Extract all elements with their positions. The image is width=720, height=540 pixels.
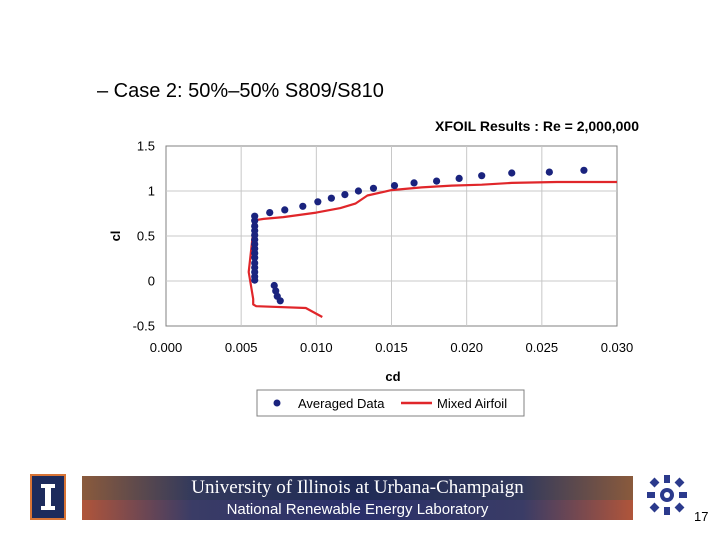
data-point-averaged-data (270, 281, 278, 290)
x-axis-label: cd (385, 369, 400, 384)
y-tick-label: 1 (148, 184, 155, 199)
data-point-averaged-data (251, 222, 259, 230)
slide-bullet: – Case 2: 50%–50% S809/S810 (97, 80, 384, 102)
x-tick-label: 0.005 (225, 340, 258, 355)
data-point-averaged-data (580, 166, 588, 174)
footer-lab-name: National Renewable Energy Laboratory (82, 500, 633, 520)
data-point-averaged-data (390, 182, 399, 190)
data-point-averaged-data (410, 179, 418, 187)
x-tick-label: 0.025 (526, 340, 559, 355)
footer-university-name: University of Illinois at Urbana-Champai… (82, 476, 633, 500)
data-point-averaged-data (354, 187, 363, 195)
legend-box (256, 389, 525, 417)
data-point-averaged-data (369, 184, 378, 192)
page-number: 17 (694, 509, 709, 524)
x-tick-label: 0.030 (601, 340, 634, 355)
y-tick-label: 0.5 (137, 229, 155, 244)
data-point-averaged-data (327, 194, 335, 202)
series-line-mixed-airfoil (247, 180, 617, 318)
data-point-averaged-data (545, 168, 553, 176)
legend-marker-averaged-data (273, 399, 281, 407)
data-point-averaged-data (272, 287, 280, 295)
x-tick-label: 0.015 (375, 340, 408, 355)
data-point-averaged-data (455, 174, 463, 182)
x-tick-label: 0.000 (150, 340, 183, 355)
data-point-averaged-data (273, 292, 281, 300)
data-point-averaged-data (433, 177, 441, 185)
lab-logo-icon (644, 472, 690, 523)
data-point-averaged-data (299, 202, 307, 210)
data-point-averaged-data (266, 209, 274, 217)
data-point-averaged-data (251, 212, 259, 220)
legend-label-mixed-airfoil: Mixed Airfoil (437, 396, 507, 411)
y-tick-label: 1.5 (137, 139, 155, 154)
y-tick-labels: -0.5 0 0.5 1 1.5 (133, 139, 155, 334)
data-point-averaged-data (478, 172, 486, 180)
x-tick-label: 0.010 (300, 340, 333, 355)
y-tick-label: 0 (148, 274, 155, 289)
legend: Averaged Data Mixed Airfoil (256, 389, 525, 417)
chart-title: XFOIL Results : Re = 2,000,000 (435, 118, 639, 134)
data-point-averaged-data (508, 169, 516, 177)
legend-label-averaged-data: Averaged Data (298, 396, 385, 411)
data-point-averaged-data (251, 259, 259, 267)
data-point-averaged-data (341, 191, 349, 199)
y-tick-label: -0.5 (133, 319, 155, 334)
data-point-averaged-data (314, 198, 322, 206)
data-point-averaged-data (281, 206, 289, 214)
series-layer (247, 166, 617, 318)
x-tick-labels: 0.000 0.005 0.010 0.015 0.020 0.025 0.030 (150, 340, 634, 355)
university-logo-icon (30, 474, 66, 520)
y-axis-label: cl (108, 231, 123, 242)
x-tick-label: 0.020 (450, 340, 483, 355)
